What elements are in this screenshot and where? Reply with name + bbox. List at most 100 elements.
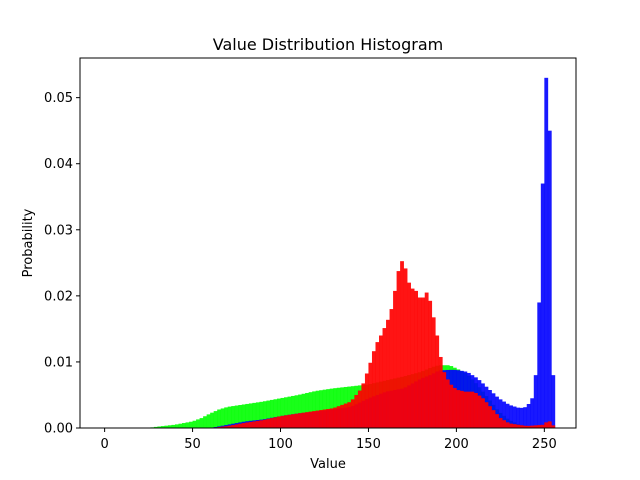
histogram-bar xyxy=(498,418,503,428)
histogram-bar xyxy=(294,413,299,428)
histogram-bar xyxy=(516,407,521,428)
histogram-bar xyxy=(484,402,489,428)
histogram-bar xyxy=(234,405,239,428)
histogram-bar xyxy=(298,394,302,428)
histogram-bar xyxy=(206,414,211,428)
histogram-bar xyxy=(291,395,295,428)
y-tick-label: 0.05 xyxy=(44,91,73,106)
histogram-bar xyxy=(280,415,285,428)
histogram-bar xyxy=(495,396,499,428)
histogram-bar xyxy=(551,375,556,428)
histogram-bar xyxy=(459,390,464,428)
histogram-bar xyxy=(547,421,552,428)
histogram-bar xyxy=(319,410,324,428)
histogram-bar xyxy=(530,398,535,428)
histogram-bar xyxy=(393,290,397,428)
histogram-bar xyxy=(379,335,383,428)
histogram-bar xyxy=(196,419,200,428)
histogram-bar xyxy=(481,398,485,428)
histogram-bar xyxy=(509,405,513,428)
histogram-bar xyxy=(178,423,183,428)
histogram-bar xyxy=(544,77,549,429)
histogram-bar xyxy=(308,411,313,428)
histogram-bar xyxy=(491,410,496,428)
histogram-bar xyxy=(234,424,239,428)
histogram-bar xyxy=(291,414,295,428)
x-tick-label: 150 xyxy=(356,437,381,452)
x-tick-label: 200 xyxy=(444,437,469,452)
histogram-bar xyxy=(160,426,165,428)
histogram-bar xyxy=(164,425,169,428)
histogram-bar xyxy=(210,412,214,428)
histogram-bar xyxy=(410,288,415,428)
histogram-bar xyxy=(224,426,229,428)
histogram-bar xyxy=(312,391,316,428)
histogram-bar xyxy=(368,362,373,428)
histogram-bar xyxy=(519,425,524,428)
histogram-bar xyxy=(171,424,176,428)
histogram-bar xyxy=(463,391,468,428)
histogram-bar xyxy=(269,418,274,428)
plot-area xyxy=(146,77,556,429)
histogram-bar xyxy=(414,290,419,428)
histogram-bar xyxy=(509,423,513,428)
histogram-bar xyxy=(252,402,257,428)
histogram-bar xyxy=(245,403,250,428)
histogram-bar xyxy=(266,400,271,428)
histogram-bar xyxy=(371,351,376,428)
histogram-bar xyxy=(252,421,257,428)
histogram-bar xyxy=(294,395,299,428)
histogram-bar xyxy=(361,383,366,428)
histogram-bar xyxy=(238,405,243,428)
histogram-bar xyxy=(280,397,285,428)
histogram-bar xyxy=(189,421,193,428)
histogram-bar xyxy=(516,424,521,428)
histogram-bar xyxy=(319,390,324,428)
y-tick-label: 0.03 xyxy=(44,223,73,238)
histogram-bar xyxy=(153,426,158,428)
histogram-bar xyxy=(435,335,440,428)
histogram-bar xyxy=(238,423,243,428)
histogram-bar xyxy=(227,425,232,428)
histogram-bar xyxy=(417,297,422,428)
x-tick-label: 100 xyxy=(268,437,293,452)
y-tick-label: 0.00 xyxy=(44,422,73,437)
histogram-bar xyxy=(400,261,404,428)
histogram-bar xyxy=(203,416,207,428)
histogram-bar xyxy=(537,302,542,428)
histogram-bar xyxy=(224,407,229,428)
histogram-bar xyxy=(357,390,362,428)
histogram-bar xyxy=(284,415,288,428)
histogram-bar xyxy=(473,392,478,428)
histogram-bar xyxy=(456,390,461,428)
histogram-bar xyxy=(530,425,535,428)
histogram-bar xyxy=(505,403,510,428)
histogram-bar xyxy=(248,421,253,428)
histogram-bar xyxy=(315,390,320,428)
histogram-bar xyxy=(305,392,309,428)
histogram-bar xyxy=(347,402,352,428)
histogram-bar xyxy=(326,408,331,428)
histogram-bar xyxy=(301,393,306,428)
y-tick-label: 0.04 xyxy=(44,157,73,172)
histogram-bar xyxy=(322,409,327,428)
y-tick-label: 0.01 xyxy=(44,355,73,370)
histogram-bar xyxy=(262,401,267,428)
histogram-bar xyxy=(547,130,552,428)
histogram-bar xyxy=(551,425,556,428)
y-axis-label: Probability xyxy=(21,208,36,277)
histogram-bar xyxy=(526,425,531,428)
histogram-bar xyxy=(213,411,218,428)
histogram-series-3 xyxy=(210,261,556,428)
histogram-bar xyxy=(174,424,179,428)
x-tick-label: 50 xyxy=(184,437,201,452)
histogram-bar xyxy=(403,268,408,428)
histogram-bar xyxy=(220,408,225,428)
histogram-bar xyxy=(540,424,545,428)
plot-frame xyxy=(79,57,577,429)
histogram-bar xyxy=(333,407,338,428)
histogram-bar xyxy=(305,412,309,428)
histogram-bar xyxy=(438,356,443,428)
histogram-bar xyxy=(245,422,250,428)
histogram-bar xyxy=(502,401,506,428)
